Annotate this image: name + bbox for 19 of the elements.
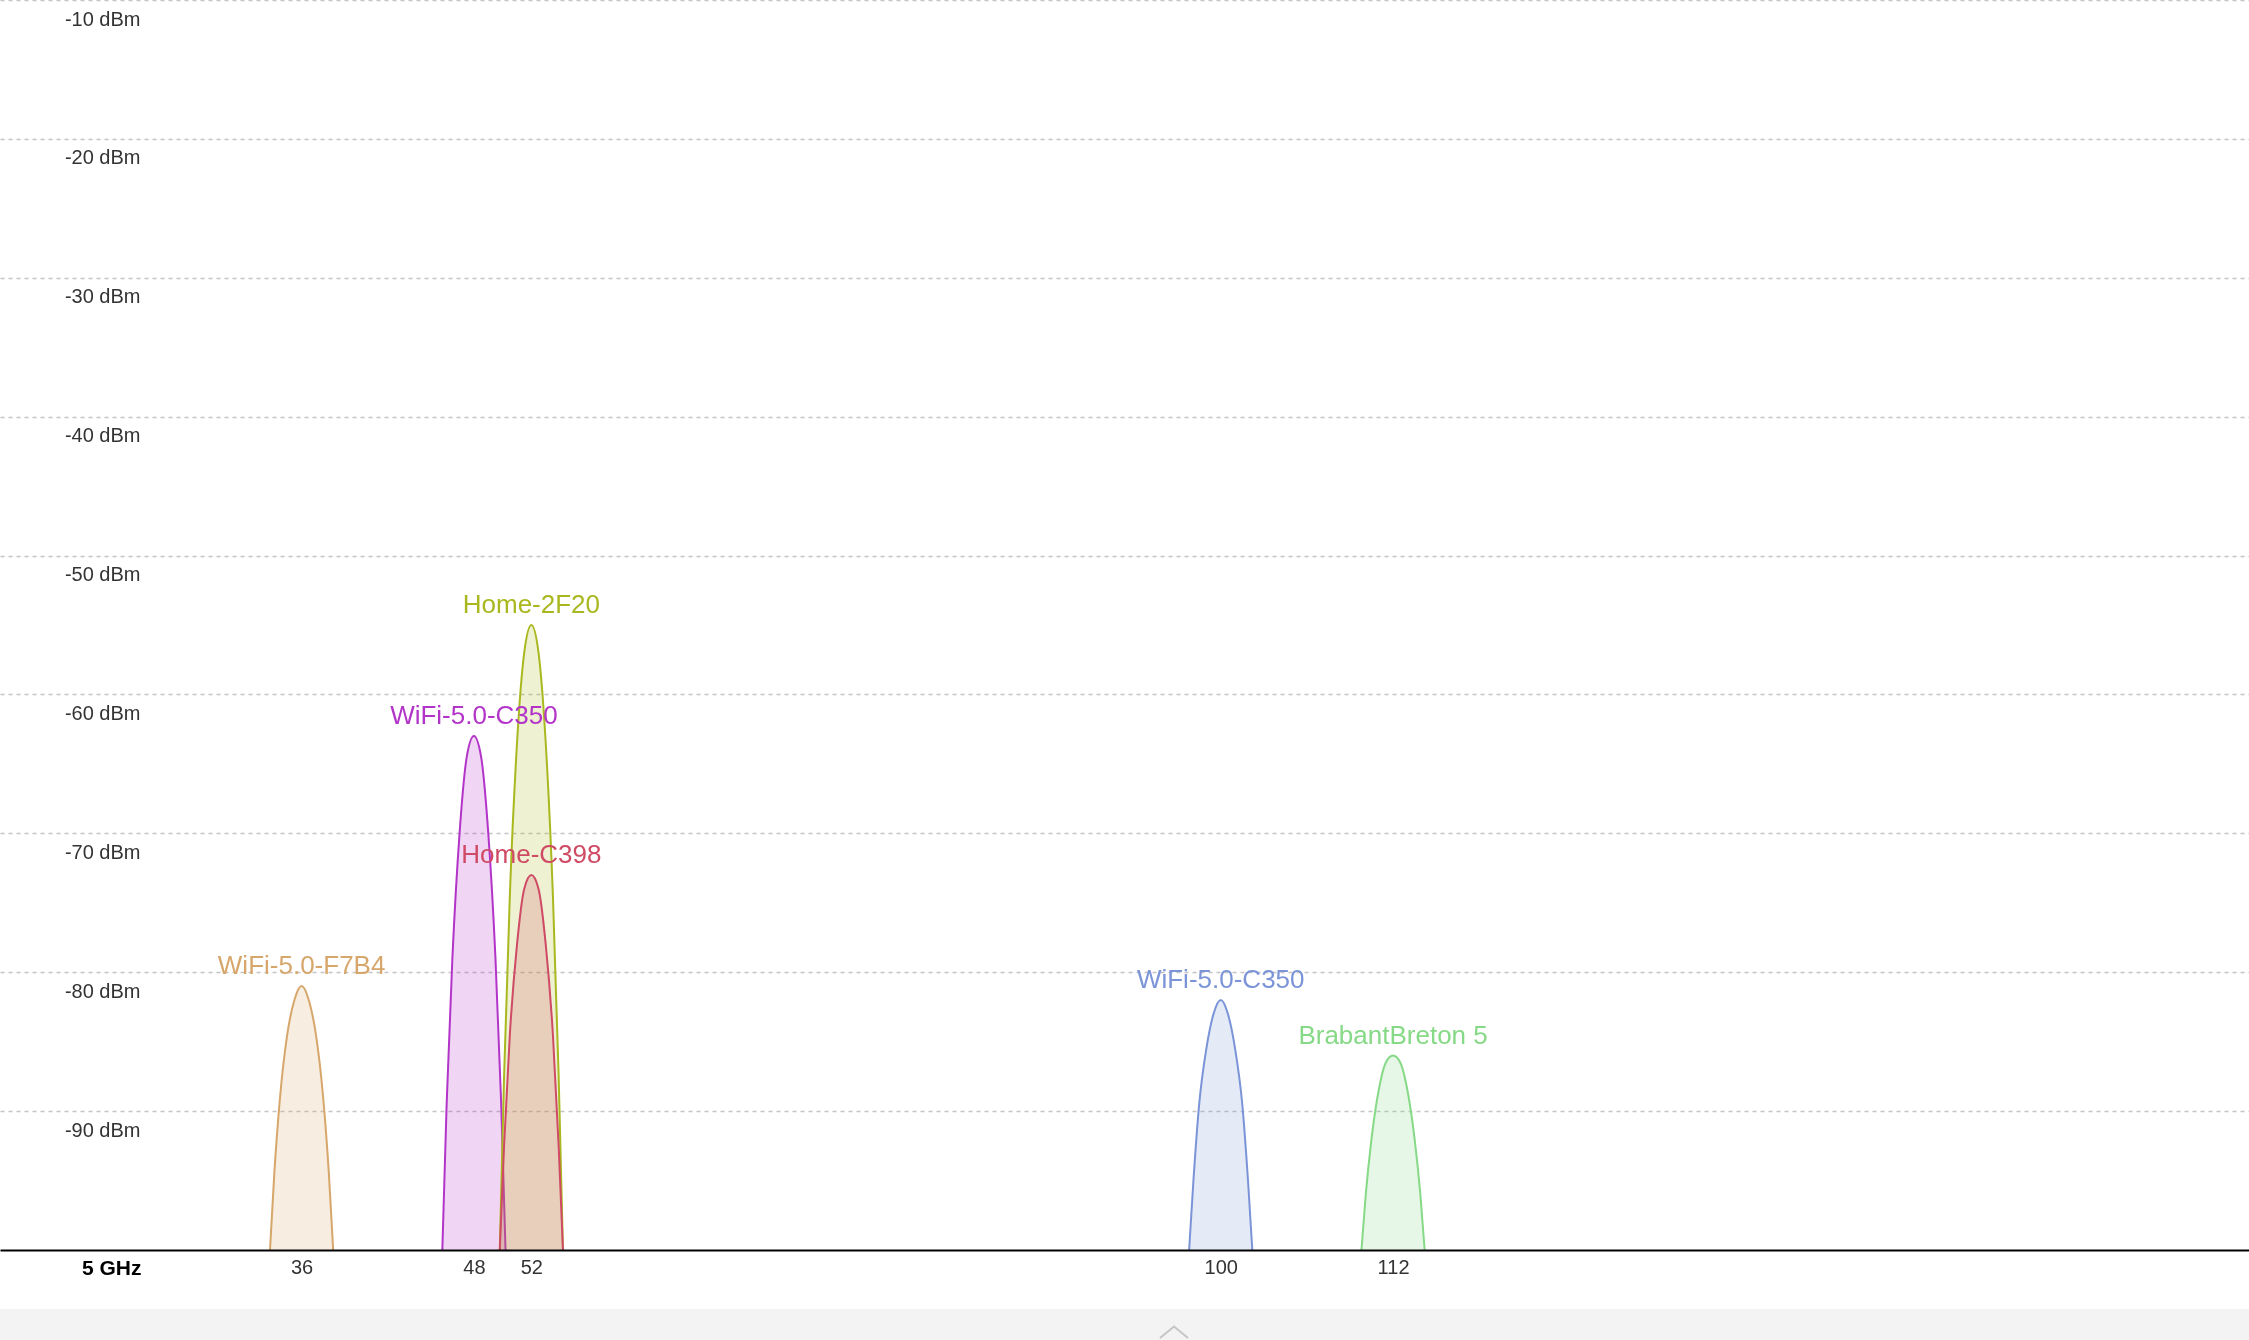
y-tick-label: -90 dBm — [64, 1118, 141, 1141]
x-tick-label: 48 — [463, 1255, 486, 1278]
y-tick-label: -80 dBm — [64, 979, 141, 1002]
y-tick-label: -40 dBm — [64, 424, 141, 447]
x-tick-label: 112 — [1377, 1255, 1410, 1278]
y-tick-label: -20 dBm — [64, 146, 141, 169]
x-tick-label: 36 — [290, 1255, 314, 1278]
series-label: WiFi-5.0-C350 — [1136, 964, 1305, 994]
series-label: Home-2F20 — [462, 589, 601, 619]
y-tick-label: -60 dBm — [64, 701, 141, 724]
y-tick-label: -30 dBm — [64, 285, 141, 308]
y-tick-label: -10 dBm — [64, 7, 141, 30]
x-tick-label: 52 — [520, 1255, 543, 1278]
y-tick-label: -70 dBm — [64, 840, 141, 863]
series-label: WiFi-5.0-F7B4 — [217, 950, 386, 981]
series-label: BrabantBreton 5 — [1298, 1019, 1488, 1050]
x-tick-label: 100 — [1204, 1255, 1238, 1278]
x-axis-title: 5 GHz — [81, 1255, 142, 1279]
y-tick-label: -50 dBm — [64, 563, 141, 586]
